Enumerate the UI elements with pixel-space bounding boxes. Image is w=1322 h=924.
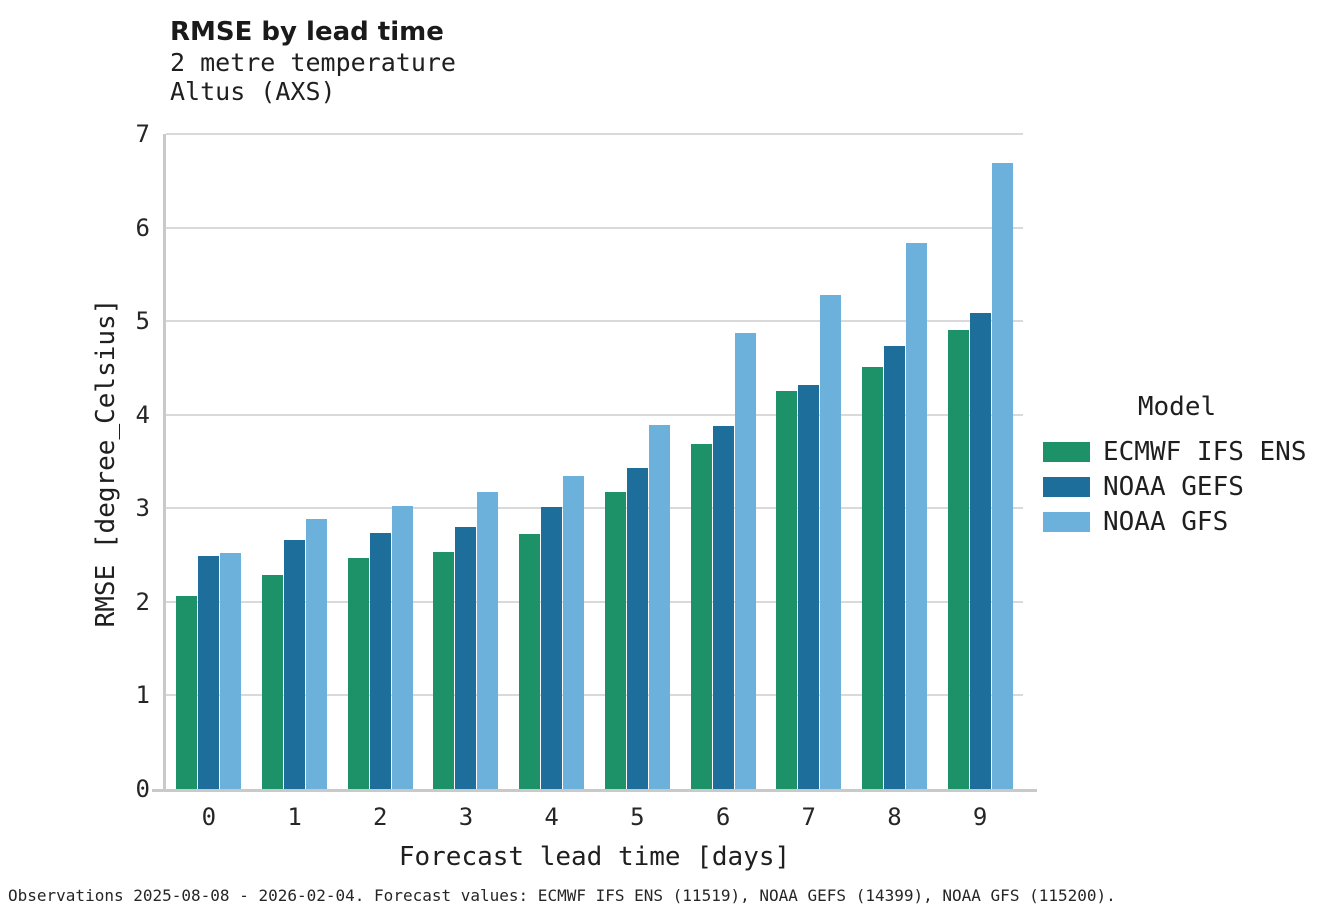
legend: Model ECMWF IFS ENS NOAA GEFS NOAA GFS bbox=[1043, 392, 1311, 539]
legend-items: ECMWF IFS ENS NOAA GEFS NOAA GFS bbox=[1043, 434, 1311, 539]
x-tick-label-2: 2 bbox=[373, 803, 388, 831]
bar-noaa-gfs-day-8 bbox=[905, 243, 927, 789]
legend-item-ecmwf-ifs-ens: ECMWF IFS ENS bbox=[1043, 434, 1311, 469]
legend-label: NOAA GFS bbox=[1103, 506, 1229, 537]
bar-ecmwf-ifs-ens-day-0 bbox=[176, 596, 198, 789]
bar-noaa-gefs-day-2 bbox=[369, 532, 391, 789]
y-tick-label-5: 5 bbox=[135, 307, 150, 336]
bar-ecmwf-ifs-ens-day-8 bbox=[861, 367, 883, 789]
bar-noaa-gfs-day-4 bbox=[563, 475, 585, 789]
legend-swatch-icon bbox=[1043, 476, 1090, 497]
chart-title: RMSE by lead time bbox=[170, 17, 444, 47]
bar-noaa-gfs-day-9 bbox=[991, 163, 1013, 789]
y-tick-label-0: 0 bbox=[135, 775, 150, 803]
gridline-y-4 bbox=[166, 413, 1023, 416]
bar-ecmwf-ifs-ens-day-1 bbox=[262, 574, 284, 789]
y-axis-title: RMSE [degree_Celsius] bbox=[91, 298, 121, 628]
gridline-y-5 bbox=[166, 320, 1023, 323]
chart-header: RMSE by lead time 2 metre temperature Al… bbox=[170, 16, 456, 106]
bar-noaa-gefs-day-0 bbox=[198, 556, 220, 789]
x-tick-label-4: 4 bbox=[544, 803, 559, 831]
bar-ecmwf-ifs-ens-day-2 bbox=[347, 557, 369, 789]
gridline-y-1 bbox=[166, 694, 1023, 697]
bar-noaa-gfs-day-1 bbox=[306, 518, 328, 789]
gridline-y-2 bbox=[166, 600, 1023, 603]
y-tick-label-3: 3 bbox=[135, 494, 150, 523]
plot-area: 0 1 2 3 4 5 6 7 0 1 2 3 4 5 6 7 8 9 bbox=[136, 120, 1037, 831]
y-tick-label-7: 7 bbox=[135, 120, 150, 148]
y-tick-label-6: 6 bbox=[135, 213, 150, 242]
chart-subtitle-line2: Altus (AXS) bbox=[170, 77, 336, 106]
gridline-y-3 bbox=[166, 507, 1023, 510]
legend-label: NOAA GEFS bbox=[1103, 471, 1244, 502]
bar-ecmwf-ifs-ens-day-6 bbox=[690, 443, 712, 789]
legend-swatch-icon bbox=[1043, 441, 1090, 462]
x-tick-label-8: 8 bbox=[887, 803, 902, 831]
bar-noaa-gfs-day-2 bbox=[391, 506, 413, 789]
legend-label: ECMWF IFS ENS bbox=[1103, 436, 1307, 467]
footer-caption: Observations 2025-08-08 - 2026-02-04. Fo… bbox=[8, 886, 1116, 905]
gridline-y-7 bbox=[166, 133, 1023, 135]
gridline-y-6 bbox=[166, 226, 1023, 229]
bar-noaa-gfs-day-6 bbox=[734, 333, 756, 789]
bar-ecmwf-ifs-ens-day-3 bbox=[433, 552, 455, 789]
legend-title: Model bbox=[1137, 392, 1217, 422]
x-tick-label-7: 7 bbox=[801, 803, 816, 831]
bar-noaa-gfs-day-0 bbox=[220, 553, 242, 789]
bar-noaa-gefs-day-7 bbox=[798, 384, 820, 789]
bar-noaa-gefs-day-4 bbox=[541, 507, 563, 789]
bar-noaa-gefs-day-1 bbox=[284, 540, 306, 789]
y-tick-label-4: 4 bbox=[135, 400, 150, 429]
x-axis-spine bbox=[152, 789, 1037, 792]
bar-ecmwf-ifs-ens-day-9 bbox=[947, 329, 969, 789]
x-tick-label-6: 6 bbox=[715, 803, 731, 831]
legend-item-noaa-gefs: NOAA GEFS bbox=[1043, 469, 1311, 504]
bar-ecmwf-ifs-ens-day-4 bbox=[519, 533, 541, 789]
y-tick-label-1: 1 bbox=[135, 681, 150, 710]
x-tick-label-3: 3 bbox=[458, 803, 474, 831]
legend-item-noaa-gfs: NOAA GFS bbox=[1043, 504, 1311, 539]
y-tick-label-2: 2 bbox=[135, 587, 150, 616]
bar-noaa-gfs-day-3 bbox=[477, 492, 499, 789]
bar-noaa-gfs-day-7 bbox=[820, 294, 842, 789]
bar-noaa-gefs-day-9 bbox=[969, 312, 991, 789]
y-axis-spine bbox=[163, 134, 166, 792]
x-tick-label-1: 1 bbox=[287, 803, 302, 831]
bar-noaa-gefs-day-3 bbox=[455, 527, 477, 789]
bar-ecmwf-ifs-ens-day-7 bbox=[776, 391, 798, 789]
x-tick-label-0: 0 bbox=[201, 803, 217, 831]
bar-noaa-gfs-day-5 bbox=[648, 425, 670, 789]
bar-noaa-gefs-day-6 bbox=[712, 425, 734, 789]
bar-ecmwf-ifs-ens-day-5 bbox=[604, 492, 626, 789]
bar-noaa-gefs-day-5 bbox=[626, 468, 648, 789]
x-axis-title: Forecast lead time [days] bbox=[398, 842, 791, 872]
chart-subtitle-line1: 2 metre temperature bbox=[170, 48, 456, 77]
x-tick-label-9: 9 bbox=[972, 803, 988, 831]
bar-noaa-gefs-day-8 bbox=[883, 346, 905, 789]
x-tick-label-5: 5 bbox=[630, 803, 645, 831]
legend-swatch-icon bbox=[1043, 511, 1090, 532]
